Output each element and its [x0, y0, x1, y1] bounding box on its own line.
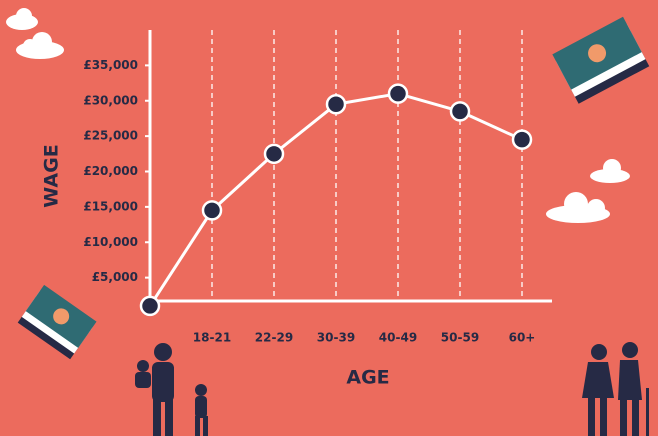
data-point	[139, 295, 161, 317]
y-tick-label: £5,000	[92, 270, 138, 284]
money-stack	[17, 284, 97, 360]
elderly-silhouette	[582, 342, 649, 436]
y-tick-label: £25,000	[83, 129, 138, 143]
money-stack	[552, 16, 650, 104]
y-tick-label: £15,000	[83, 199, 138, 213]
y-axis-title: WAGE	[41, 144, 63, 207]
data-point	[387, 83, 409, 104]
data-point	[511, 129, 533, 150]
data-point	[201, 200, 223, 221]
family-silhouette	[135, 343, 208, 436]
x-axis-title: AGE	[346, 367, 389, 389]
cloud	[546, 159, 630, 223]
data-point	[325, 94, 347, 115]
y-tick-label: £20,000	[83, 164, 138, 178]
y-tick-label: £10,000	[83, 235, 138, 249]
data-point	[449, 101, 471, 122]
y-tick-label: £35,000	[83, 58, 138, 72]
x-tick-label: 50-59	[441, 331, 479, 345]
data-point	[263, 143, 285, 165]
y-tick-label: £30,000	[83, 93, 138, 107]
x-tick-label: 22-29	[255, 331, 293, 345]
x-tick-label: 40-49	[379, 331, 417, 345]
x-tick-label: 18-21	[193, 331, 231, 345]
x-tick-label: 60+	[509, 331, 536, 345]
x-tick-label: 30-39	[317, 331, 355, 345]
cloud	[6, 8, 64, 59]
